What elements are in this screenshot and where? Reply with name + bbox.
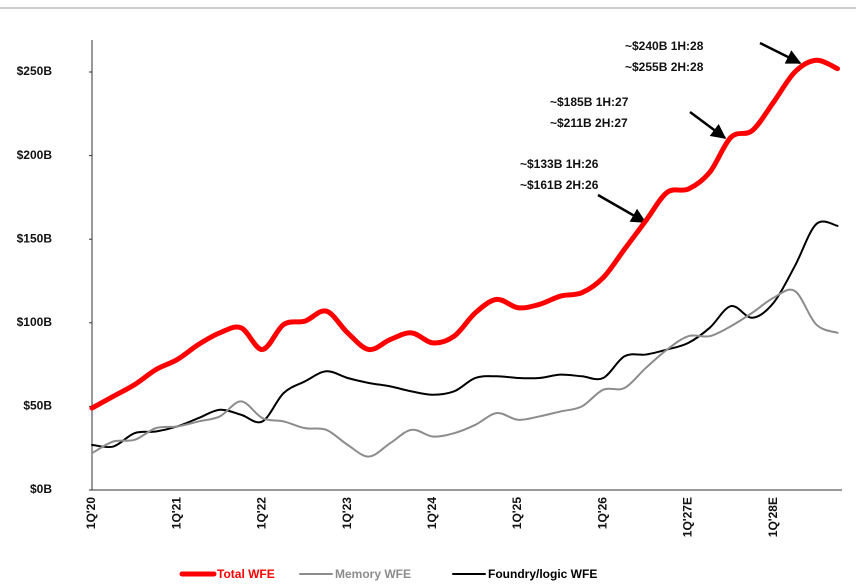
y-tick-label: $250B (17, 64, 53, 78)
x-tick-label: 1Q'23 (340, 497, 354, 530)
legend-label: Total WFE (217, 567, 275, 581)
y-tick-label: $0B (30, 482, 52, 496)
legend-label: Foundry/logic WFE (488, 567, 597, 581)
x-tick-label: 1Q'28E (766, 497, 780, 537)
annotation: ~$161B 2H:26 (520, 178, 599, 192)
x-tick-label: 1Q'26 (595, 497, 609, 530)
arrow (597, 193, 647, 224)
arrow (689, 110, 727, 140)
arrow (759, 41, 802, 65)
annotation: ~$255B 2H:28 (625, 60, 704, 74)
x-tick-label: 1Q'25 (510, 497, 524, 530)
x-tick-label: 1Q'27E (681, 497, 695, 537)
x-tick-label: 1Q'22 (255, 497, 269, 530)
annotation: ~$240B 1H:28 (625, 39, 704, 53)
series-line (91, 220, 839, 449)
y-tick-label: $150B (17, 231, 53, 245)
annotation: ~$185B 1H:27 (550, 95, 629, 109)
series-line (89, 57, 840, 411)
legend-label: Memory WFE (335, 567, 411, 581)
x-tick-label: 1Q'21 (169, 497, 183, 530)
y-tick-label: $50B (23, 399, 52, 413)
annotation: ~$211B 2H:27 (550, 116, 628, 130)
y-tick-label: $100B (17, 315, 53, 329)
x-tick-label: 1Q'24 (425, 497, 439, 530)
x-tick-label: 1Q'20 (84, 497, 98, 530)
annotation: ~$133B 1H:26 (520, 157, 599, 171)
series-line (91, 288, 839, 458)
y-tick-label: $200B (17, 148, 53, 162)
